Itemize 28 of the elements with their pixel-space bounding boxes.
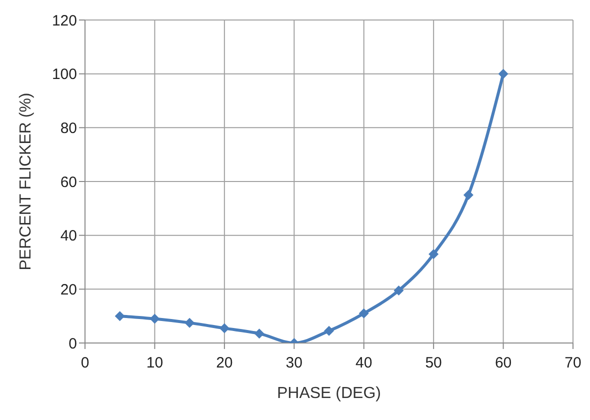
y-tick-label: 40 [60, 228, 77, 245]
y-tick-label: 120 [52, 12, 77, 30]
point [150, 314, 160, 324]
x-tick-label: 20 [216, 354, 233, 372]
point [463, 190, 474, 200]
point [114, 311, 125, 322]
point [324, 326, 334, 336]
x-axis-title: PHASE (DEG) [276, 385, 382, 402]
x-tick-label: 60 [494, 354, 512, 372]
y-tick-label: 100 [52, 66, 77, 84]
x-tick-label: 30 [286, 354, 302, 372]
point [394, 286, 404, 296]
point [254, 328, 264, 339]
x-tick-label: 0 [80, 354, 90, 372]
y-tick-label: 60 [60, 174, 77, 191]
point [428, 249, 439, 260]
y-tick-label: 0 [68, 335, 77, 352]
point [219, 323, 230, 334]
x-tick-label: 40 [356, 354, 372, 372]
x-tick-label: 10 [146, 354, 164, 372]
point [358, 308, 369, 318]
y-axis-title: PERCENT FLICKER (%) [18, 92, 35, 270]
point [184, 318, 195, 328]
y-tick-label: 20 [60, 281, 77, 298]
x-tick-label: 50 [425, 354, 442, 372]
x-tick-label: 70 [564, 354, 582, 372]
point [498, 68, 508, 79]
y-tick-label: 80 [60, 120, 77, 137]
